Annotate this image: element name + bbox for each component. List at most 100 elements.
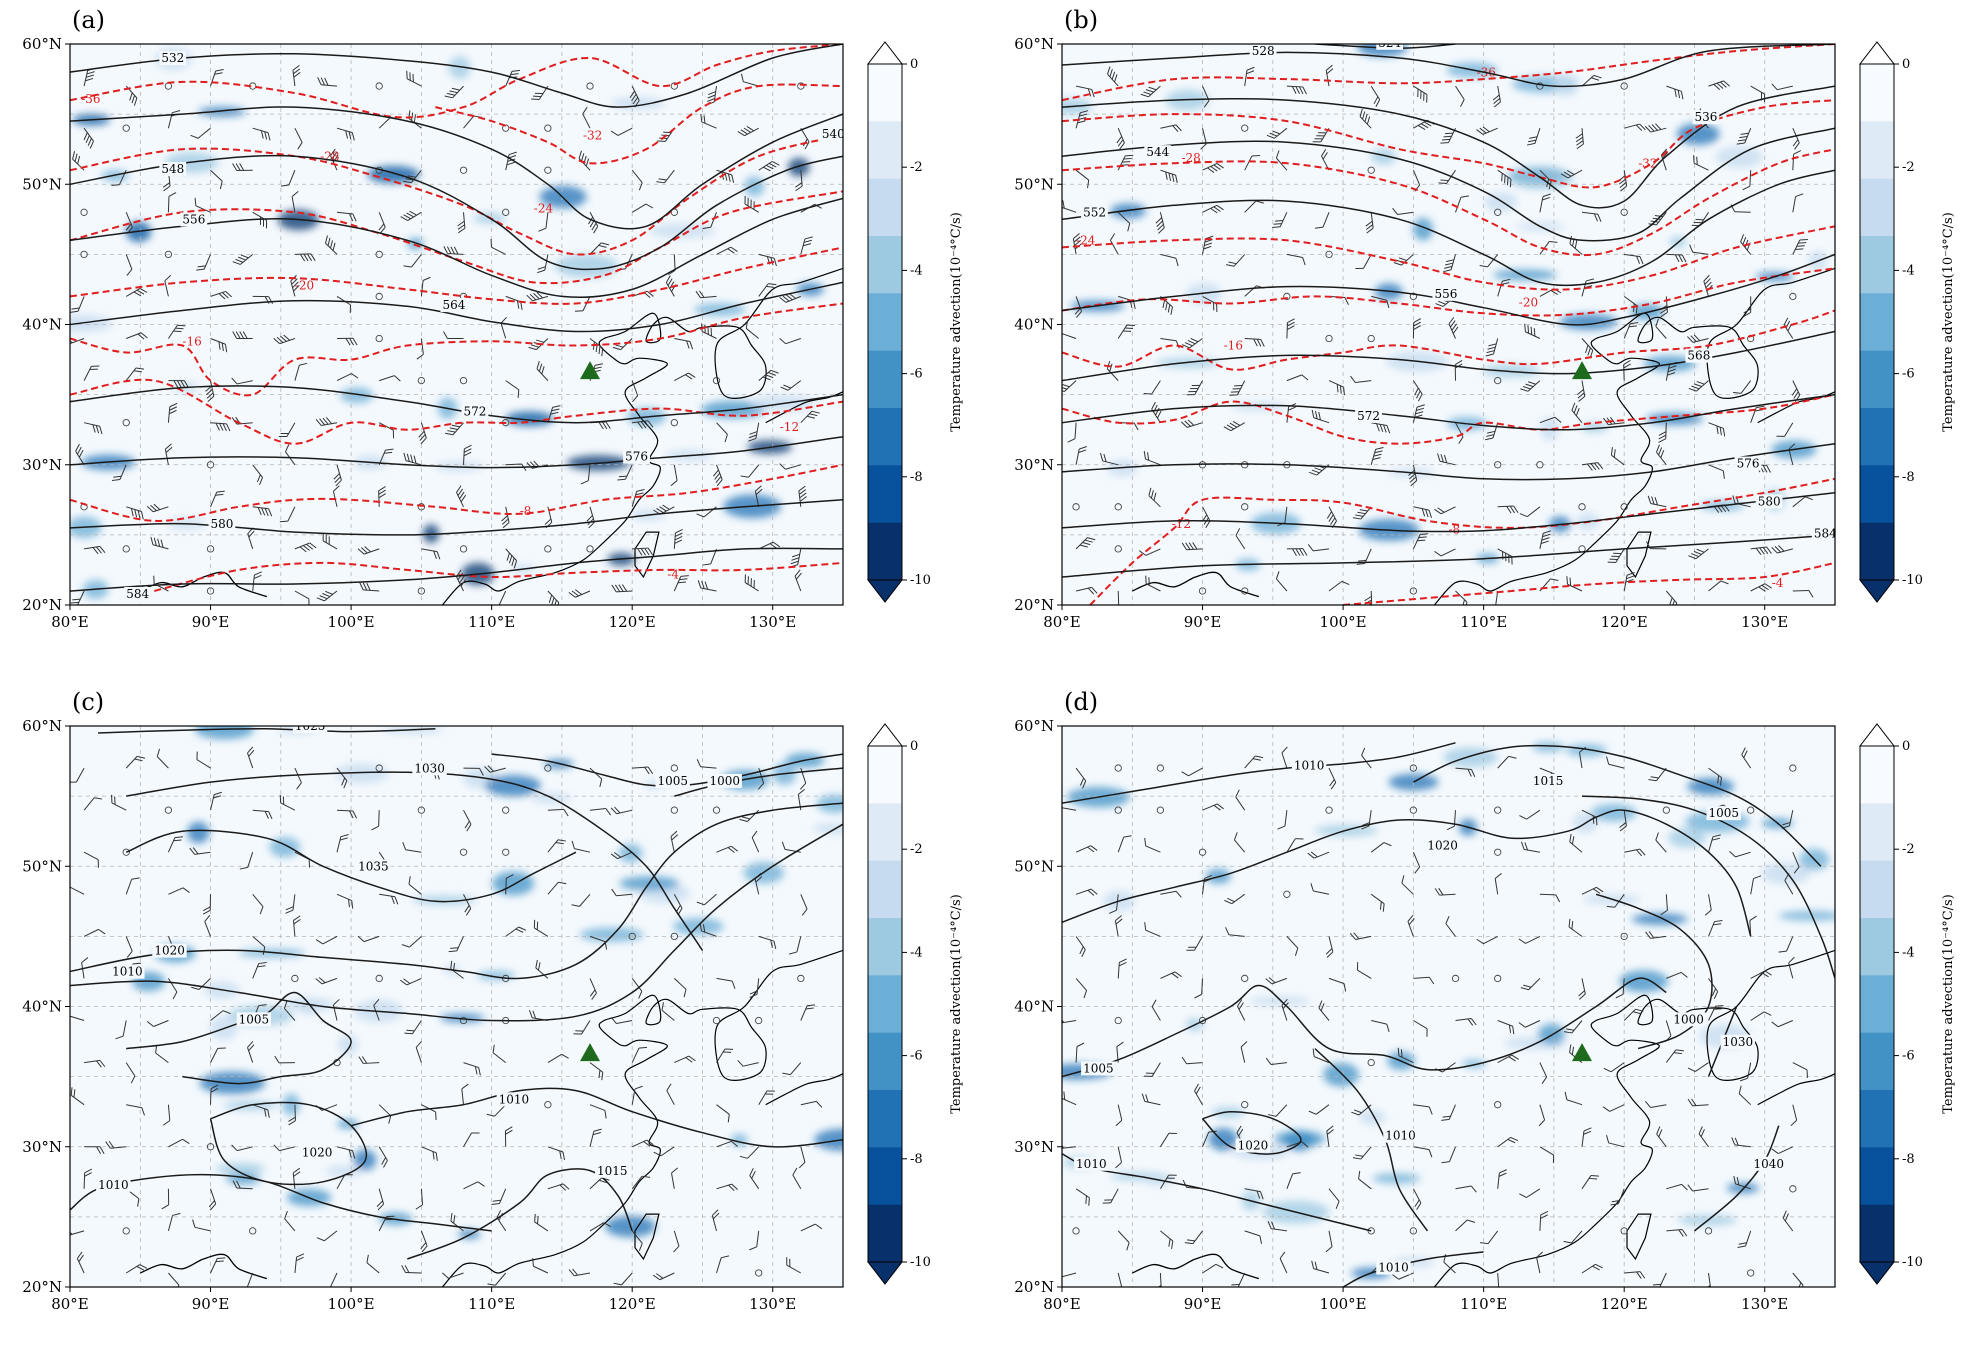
height-contour-label: 572 bbox=[464, 405, 487, 419]
wind-barb bbox=[716, 845, 738, 853]
wind-barb-flag bbox=[702, 924, 706, 933]
wind-barb-flag bbox=[322, 532, 324, 541]
wind-barb-staff bbox=[125, 756, 138, 769]
wind-barb-flag bbox=[599, 778, 603, 787]
wind-barb-flag bbox=[708, 91, 716, 95]
wind-barb-flag bbox=[631, 93, 637, 102]
wind-barb-staff bbox=[747, 809, 760, 822]
calm-wind-circle bbox=[122, 545, 130, 553]
wind-barb bbox=[1782, 1210, 1794, 1232]
wind-barb-staff bbox=[291, 196, 296, 213]
colorbar-segment bbox=[868, 1090, 902, 1148]
wind-barb bbox=[1350, 375, 1372, 384]
wind-barb-flag bbox=[1062, 383, 1070, 388]
wind-barb-staff bbox=[1617, 1188, 1625, 1204]
wind-barb-staff bbox=[631, 1175, 643, 1190]
wind-barb bbox=[1352, 506, 1372, 520]
wind-barb-staff bbox=[1581, 462, 1598, 466]
wind-barb-flag bbox=[261, 507, 266, 516]
height-contour-label-bg bbox=[1671, 1012, 1706, 1027]
wind-barb-staff bbox=[406, 78, 422, 87]
wind-barb-flag bbox=[320, 77, 326, 86]
wind-barb-flag bbox=[1260, 339, 1265, 347]
height-contour bbox=[1062, 127, 1835, 242]
wind-barb-flag bbox=[598, 1179, 607, 1184]
wind-barb-staff bbox=[294, 127, 303, 143]
wind-barb-flag bbox=[728, 1184, 735, 1192]
wind-barb-staff bbox=[758, 161, 773, 171]
wind-barb bbox=[632, 420, 654, 429]
calm-wind-circle bbox=[1409, 587, 1418, 595]
wind-barb-flag bbox=[1116, 1041, 1124, 1048]
wind-barb-flag bbox=[1519, 815, 1527, 820]
wind-barb-flag bbox=[612, 346, 621, 351]
wind-barb-flag bbox=[403, 265, 412, 268]
wind-barb-flag bbox=[330, 148, 336, 156]
wind-barb-staff bbox=[1271, 977, 1288, 985]
wind-barb-staff bbox=[363, 935, 380, 943]
wind-barb bbox=[1563, 1020, 1583, 1034]
wind-barb-flag bbox=[492, 1199, 501, 1202]
height-contour-label: 540 bbox=[822, 127, 845, 141]
wind-barb-flag bbox=[1188, 391, 1197, 393]
wind-barb-flag bbox=[84, 1168, 93, 1174]
wind-barb-flag bbox=[383, 1160, 388, 1168]
wind-barb bbox=[156, 748, 169, 769]
wind-barb-staff bbox=[194, 1226, 211, 1232]
wind-barb-flag bbox=[656, 181, 665, 184]
wind-barb-staff bbox=[1358, 1178, 1372, 1190]
wind-barb bbox=[571, 840, 591, 853]
wind-barb-flag bbox=[70, 781, 77, 783]
wind-barb bbox=[1391, 1272, 1414, 1280]
wind-barb-flag bbox=[781, 841, 786, 850]
wind-barb-flag bbox=[1536, 1251, 1543, 1258]
station-marker bbox=[1572, 361, 1593, 380]
wind-barb-flag bbox=[1400, 1049, 1403, 1058]
wind-barb-flag bbox=[1268, 1114, 1277, 1117]
wind-barb-flag bbox=[533, 919, 536, 928]
wind-barb-flag bbox=[1669, 597, 1673, 605]
wind-barb-flag bbox=[598, 244, 607, 248]
wind-barb-flag bbox=[646, 290, 654, 297]
wind-barb-flag bbox=[1487, 430, 1496, 434]
colorbar-tick-label: -2 bbox=[1902, 160, 1915, 175]
wind-barb-flag bbox=[190, 134, 199, 139]
wind-barb bbox=[1575, 128, 1584, 150]
advection-blob bbox=[448, 56, 471, 80]
wind-barb-staff bbox=[156, 756, 169, 769]
wind-barb-flag bbox=[403, 180, 412, 184]
wind-barb-staff bbox=[167, 324, 178, 339]
wind-barb bbox=[571, 893, 591, 907]
wind-barb-flag bbox=[204, 914, 211, 922]
wind-barb-staff bbox=[1160, 169, 1176, 176]
wind-barb-flag bbox=[264, 508, 269, 516]
wind-barb-flag bbox=[1668, 365, 1677, 369]
wind-barb-staff bbox=[785, 295, 801, 303]
wind-barb bbox=[1231, 1272, 1246, 1287]
calm-wind-circle bbox=[1367, 1058, 1375, 1067]
wind-barb-flag bbox=[1268, 977, 1276, 984]
wind-barb-flag bbox=[1326, 951, 1334, 958]
wind-barb-flag bbox=[218, 341, 221, 350]
wind-barb bbox=[491, 1188, 507, 1205]
wind-barb-flag bbox=[575, 1030, 584, 1032]
wind-barb-flag bbox=[1713, 1008, 1723, 1010]
wind-barb-flag bbox=[1085, 1195, 1087, 1204]
wind-barb-flag bbox=[1680, 91, 1684, 100]
temperature-contour bbox=[1062, 393, 1835, 445]
x-tick-label: 120°E bbox=[609, 1295, 656, 1313]
wind-barb-staff bbox=[758, 1090, 768, 1105]
height-contour-label: 1010 bbox=[98, 1178, 129, 1192]
wind-barb bbox=[317, 77, 338, 87]
wind-barb bbox=[536, 361, 549, 381]
advection-blob bbox=[282, 1093, 300, 1116]
wind-barb-staff bbox=[1497, 169, 1512, 180]
wind-barb-flag bbox=[168, 409, 177, 415]
wind-barb-flag bbox=[134, 758, 143, 762]
wind-barb bbox=[1358, 1170, 1372, 1190]
wind-barb-staff bbox=[336, 809, 354, 812]
wind-barb-flag bbox=[279, 520, 288, 523]
wind-barb bbox=[1286, 318, 1295, 339]
wind-barb-flag bbox=[1623, 363, 1631, 369]
advection-blob bbox=[325, 1165, 363, 1177]
